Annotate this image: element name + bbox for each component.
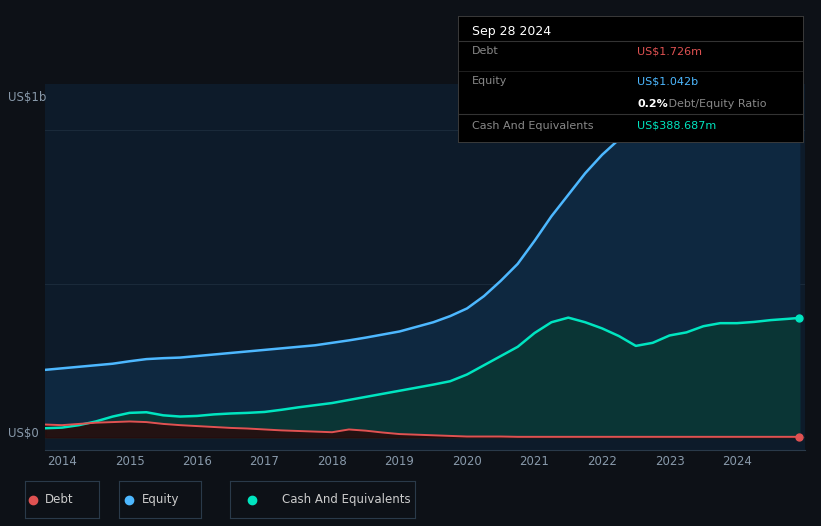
Text: Debt: Debt <box>45 493 74 506</box>
Text: Cash And Equivalents: Cash And Equivalents <box>282 493 410 506</box>
Text: US$1.726m: US$1.726m <box>637 46 703 56</box>
Text: Cash And Equivalents: Cash And Equivalents <box>472 120 594 130</box>
Text: US$1.042b: US$1.042b <box>637 76 699 86</box>
Text: Debt: Debt <box>472 46 498 56</box>
Text: Debt/Equity Ratio: Debt/Equity Ratio <box>665 99 767 109</box>
Text: Sep 28 2024: Sep 28 2024 <box>472 25 551 38</box>
Text: Equity: Equity <box>472 76 507 86</box>
Text: US$0: US$0 <box>8 428 39 440</box>
Text: 0.2%: 0.2% <box>637 99 668 109</box>
Text: Equity: Equity <box>142 493 180 506</box>
Text: US$1b: US$1b <box>8 91 47 104</box>
Text: US$388.687m: US$388.687m <box>637 120 717 130</box>
